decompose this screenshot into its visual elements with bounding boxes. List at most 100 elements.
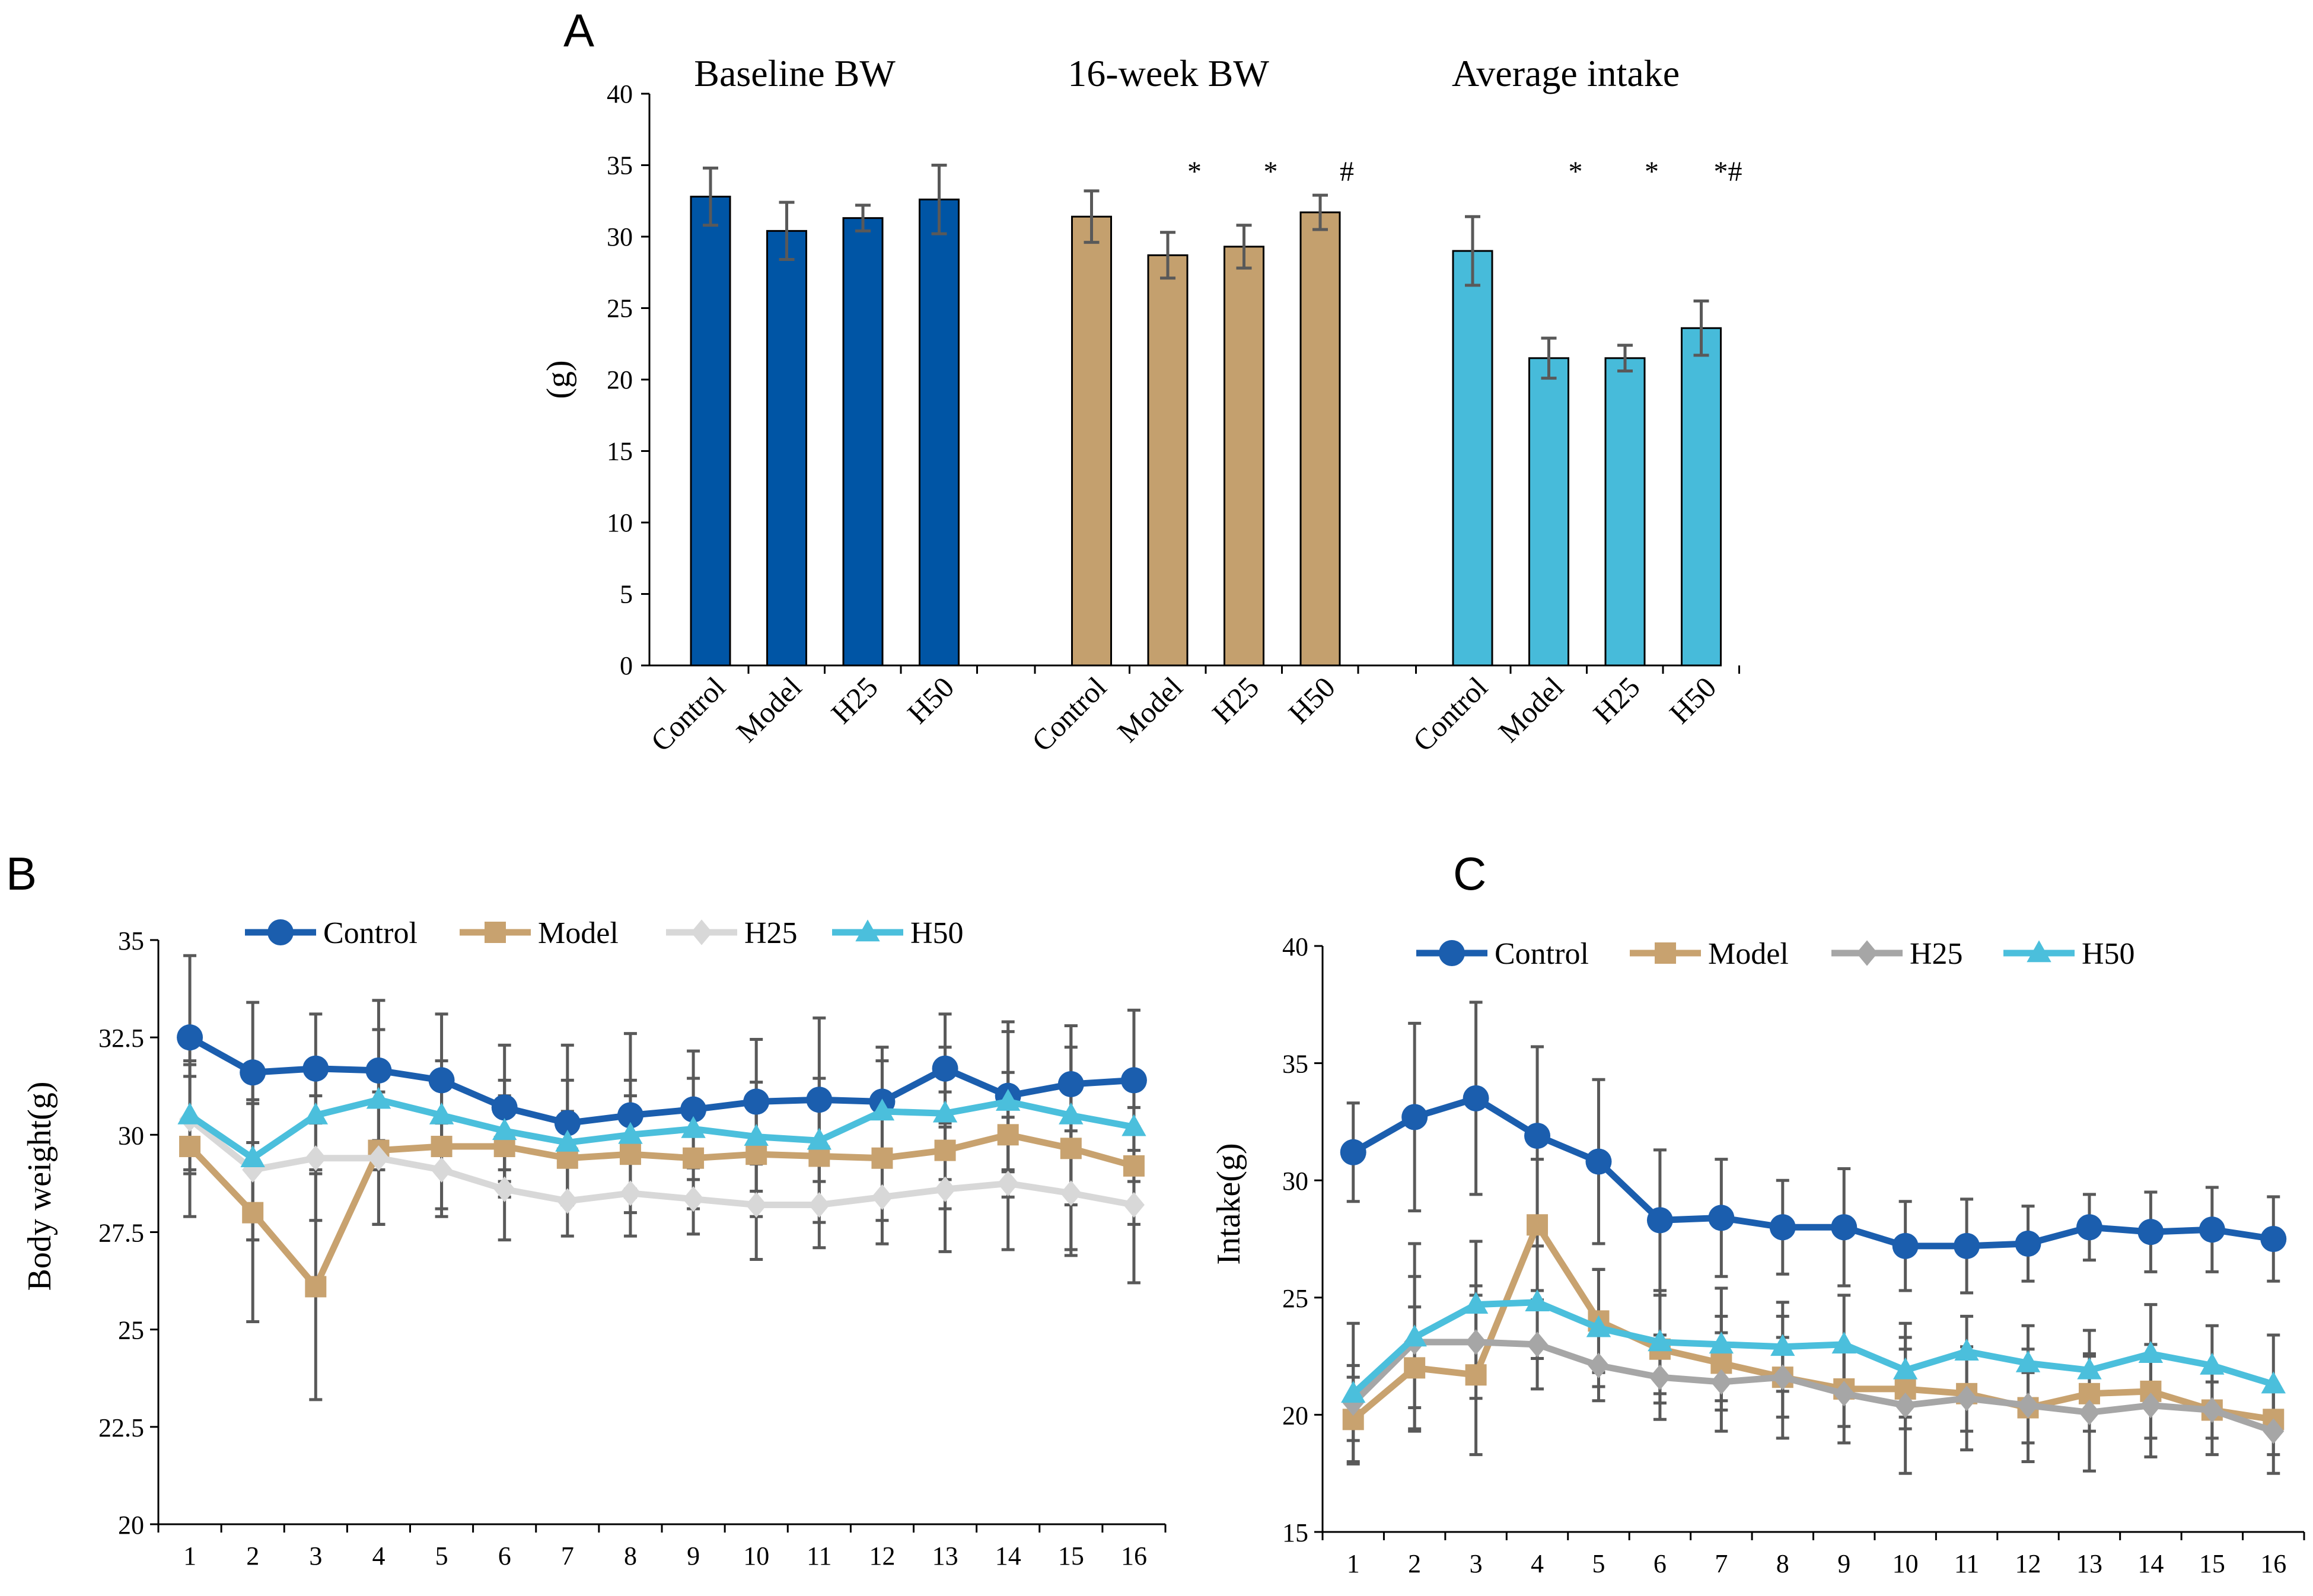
panel-c-x-tick-label: 5 [1592,1549,1605,1578]
marker-circle [1057,1071,1084,1097]
marker-circle [1524,1123,1551,1149]
marker-square [934,1139,956,1161]
significance-mark: * [1645,156,1659,187]
panel-a-y-tick-label: 35 [607,151,633,180]
series-line-h25 [187,1116,1135,1209]
panel-c-y-tick-label: 30 [1282,1167,1308,1196]
marker-circle [1954,1232,1980,1259]
marker-diamond [493,1176,515,1202]
panel-b-x-tick-label: 11 [807,1541,831,1570]
panel-a-letter: A [563,4,594,56]
marker-diamond [691,919,712,945]
marker-triangle [995,1088,1021,1111]
marker-diamond [1588,1352,1610,1379]
marker-triangle [681,1116,706,1138]
panel-b-x-tick-label: 6 [498,1541,511,1570]
marker-diamond [619,1180,641,1206]
marker-circle [2260,1226,2287,1252]
marker-triangle [2200,1352,2225,1375]
marker-square [1123,1155,1145,1177]
panel-c-x-tick-label: 11 [1954,1549,1979,1578]
marker-circle [2076,1214,2102,1241]
marker-triangle [177,1102,202,1124]
panel-b-x-tick-label: 12 [869,1541,895,1570]
marker-diamond [305,1145,327,1171]
panel-b-x-tick-label: 16 [1121,1541,1147,1570]
marker-square [431,1136,453,1158]
panel-a-title-baseline: Baseline BW [694,52,896,94]
marker-triangle [1059,1102,1084,1124]
panel-c-ylabel: Intake(g) [1210,1143,1247,1264]
series-line-control [188,1034,1135,1127]
bar-16-week-bw-h50 [1299,211,1341,667]
panel-b-x-tick-label: 5 [435,1541,448,1570]
panel-a-category-label: H25 [1206,670,1265,729]
panel-b-x-tick-label: 7 [561,1541,574,1570]
marker-square [1465,1364,1487,1386]
marker-diamond [242,1157,264,1183]
marker-square [1060,1138,1082,1159]
marker-diamond [556,1188,578,1214]
marker-diamond [871,1184,893,1210]
bar-16-week-bw-control [1071,215,1112,667]
panel-c-y-tick-label: 20 [1282,1401,1308,1430]
marker-triangle [303,1102,329,1124]
marker-circle [267,919,294,945]
marker-diamond [1649,1364,1671,1390]
marker-square [305,1276,327,1298]
panel-b-x-tick-label: 15 [1058,1541,1084,1570]
panel-b-letter: B [6,848,37,900]
marker-triangle [744,1124,769,1146]
legend-label-h25: H25 [1910,937,1963,971]
panel-a-category-label: Control [1406,670,1494,758]
legend-label-h50: H50 [910,916,964,950]
marker-diamond [1060,1180,1082,1206]
marker-triangle [1893,1357,1918,1380]
panel-b-y-tick-label: 35 [118,926,144,955]
panel-c-legend: Control Model H25 H50 [1416,937,2135,971]
marker-diamond [1772,1364,1793,1390]
marker-circle [491,1094,518,1121]
marker-diamond [2263,1418,2285,1444]
marker-triangle [807,1127,832,1150]
marker-diamond [2140,1392,2162,1419]
marker-triangle [1586,1315,1611,1337]
panel-c-y-tick-label: 15 [1282,1518,1308,1547]
marker-triangle [2027,940,2051,963]
marker-triangle [1525,1289,1550,1312]
panel-b-legend: Control Model H25 H50 [245,916,964,950]
marker-circle [2015,1230,2041,1257]
marker-circle [2199,1216,2225,1243]
marker-triangle [2015,1350,2041,1372]
marker-circle [1646,1207,1673,1234]
marker-diamond [1833,1381,1855,1407]
significance-mark: * [1187,156,1202,187]
marker-triangle [2138,1341,2164,1363]
marker-triangle [555,1129,580,1152]
panel-b-x-tick-label: 1 [183,1541,196,1570]
series-line-model [187,1131,1135,1290]
panel-c-x-tick-label: 8 [1776,1549,1789,1578]
marker-triangle [855,919,880,942]
marker-diamond [934,1176,956,1202]
panel-b-x-tick-label: 9 [687,1541,700,1570]
panel-a-category-label: Control [1025,670,1113,758]
marker-triangle [1402,1324,1427,1347]
panel-c-x-tick-label: 4 [1531,1549,1544,1578]
marker-triangle [1831,1331,1856,1354]
panel-c-x-tick-label: 7 [1715,1549,1728,1578]
panel-c-x-tick-label: 6 [1653,1549,1667,1578]
panel-b-y-tick-label: 32.5 [98,1024,144,1053]
panel-c-x-tick-label: 15 [2199,1549,2225,1578]
marker-circle [1439,940,1465,966]
marker-circle [1769,1214,1796,1241]
panel-a-category-label: H50 [1282,670,1341,729]
marker-triangle [869,1098,895,1121]
panel-a-category-label: Control [644,670,732,758]
marker-square [871,1147,893,1169]
marker-triangle [240,1145,265,1168]
panel-a-category-label: H50 [901,670,960,729]
marker-triangle [2261,1371,2286,1394]
bar-16-week-bw-h25 [1224,246,1264,667]
